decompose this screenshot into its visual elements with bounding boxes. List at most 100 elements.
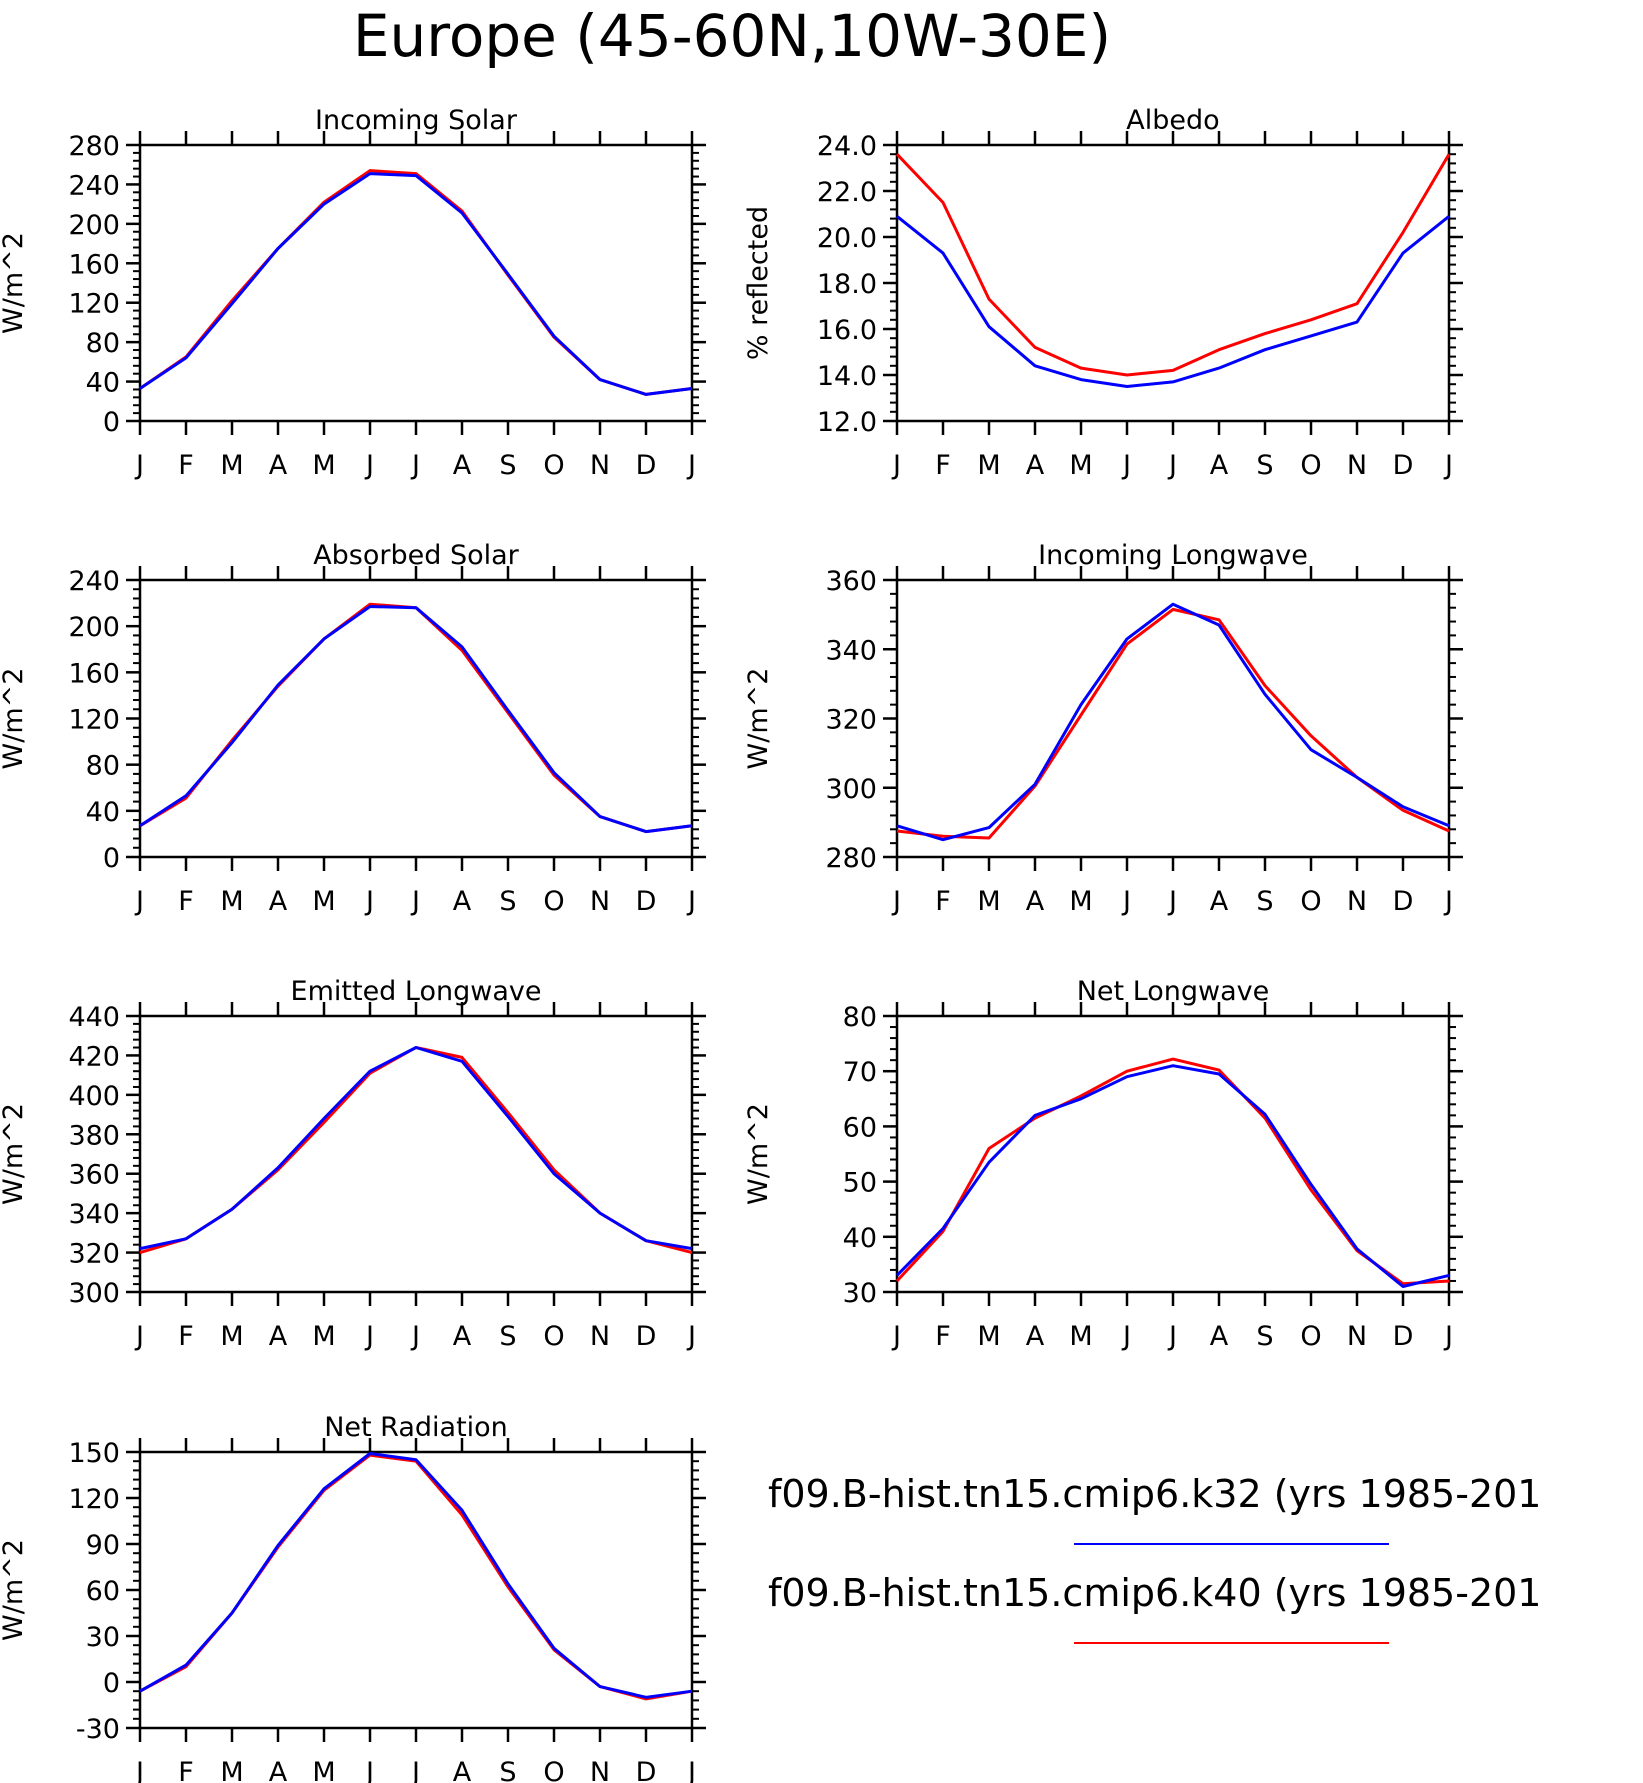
series-line-k40	[895, 1057, 1450, 1286]
x-tick-label: J	[686, 886, 696, 917]
y-axis-label: W/m^2	[0, 1539, 29, 1641]
x-tick-label: S	[1256, 1321, 1273, 1352]
x-tick-label: S	[499, 886, 516, 917]
x-tick-label: J	[134, 450, 144, 481]
x-tick-label: J	[686, 450, 696, 481]
x-tick-label: N	[1347, 450, 1367, 481]
y-tick-label: 50	[843, 1168, 877, 1199]
x-tick-label: M	[1069, 886, 1092, 917]
y-tick-label: 200	[68, 612, 120, 643]
x-tick-label: J	[134, 1321, 144, 1352]
y-tick-label: 300	[825, 774, 877, 805]
y-tick-label: 420	[68, 1041, 120, 1072]
panel-title: Albedo	[1126, 105, 1219, 136]
x-tick-label: S	[499, 1757, 516, 1783]
x-tick-label: J	[410, 1321, 420, 1352]
x-tick-label: N	[1347, 886, 1367, 917]
plot-frame	[138, 578, 694, 859]
x-tick-label: J	[410, 886, 420, 917]
x-tick-label: J	[364, 1321, 374, 1352]
x-tick-label: D	[636, 1321, 657, 1352]
x-tick-label: J	[1443, 886, 1453, 917]
x-tick-label: D	[636, 886, 657, 917]
y-tick-label: 360	[68, 1160, 120, 1191]
series-line-k40	[139, 602, 693, 834]
y-tick-label: 300	[68, 1278, 120, 1309]
series-line-k32	[896, 215, 1450, 388]
main-title: Europe (45-60N,10W-30E)	[353, 2, 1111, 70]
y-tick-label: 360	[825, 566, 877, 597]
x-tick-label: A	[1026, 450, 1045, 481]
y-tick-label: 40	[843, 1223, 877, 1254]
x-tick-label: M	[1069, 1321, 1092, 1352]
y-tick-label: 120	[68, 1484, 120, 1515]
y-tick-label: 60	[86, 1576, 120, 1607]
x-tick-label: J	[410, 1757, 420, 1783]
x-tick-label: J	[364, 450, 374, 481]
y-tick-label: 280	[825, 843, 877, 874]
x-tick-label: J	[1443, 1321, 1453, 1352]
x-tick-label: D	[1393, 1321, 1414, 1352]
panel-title: Emitted Longwave	[291, 976, 542, 1007]
y-tick-label: 16.0	[817, 315, 877, 346]
y-tick-label: 30	[86, 1622, 120, 1653]
x-tick-label: J	[891, 886, 901, 917]
y-tick-label: 240	[68, 170, 120, 201]
y-tick-label: 320	[68, 1239, 120, 1270]
y-tick-label: 120	[68, 289, 120, 320]
x-tick-label: J	[891, 1321, 901, 1352]
y-tick-label: 60	[843, 1112, 877, 1143]
x-tick-label: O	[543, 1321, 564, 1352]
plot-frame	[138, 1450, 694, 1730]
y-tick-label: 30	[843, 1278, 877, 1309]
y-tick-label: 320	[825, 705, 877, 736]
x-tick-label: J	[1121, 450, 1131, 481]
x-tick-label: J	[134, 886, 144, 917]
x-tick-label: A	[453, 1321, 472, 1352]
series-line-k40	[139, 169, 693, 396]
y-tick-label: -30	[76, 1714, 120, 1745]
y-tick-label: 22.0	[817, 177, 877, 208]
x-tick-label: M	[312, 1321, 335, 1352]
y-tick-label: 20.0	[817, 223, 877, 254]
x-tick-label: A	[269, 886, 288, 917]
x-tick-label: M	[312, 1757, 335, 1783]
y-tick-label: 80	[86, 328, 120, 359]
y-axis-label: W/m^2	[743, 668, 774, 770]
y-tick-label: 40	[86, 368, 120, 399]
y-tick-label: 0	[103, 1668, 120, 1699]
x-tick-label: J	[1167, 450, 1177, 481]
x-tick-label: J	[364, 1757, 374, 1783]
panel-title: Absorbed Solar	[313, 540, 519, 571]
plot-frame	[895, 578, 1451, 859]
x-tick-label: F	[178, 1757, 194, 1783]
x-tick-label: F	[178, 450, 194, 481]
x-tick-label: F	[935, 886, 951, 917]
x-tick-label: O	[1300, 450, 1321, 481]
x-tick-label: A	[453, 886, 472, 917]
x-tick-label: D	[636, 450, 657, 481]
y-tick-label: 80	[86, 751, 120, 782]
series-line-k40	[896, 607, 1450, 840]
x-tick-label: M	[312, 450, 335, 481]
y-tick-label: 40	[86, 797, 120, 828]
y-tick-label: 80	[843, 1002, 877, 1033]
x-tick-label: O	[543, 886, 564, 917]
x-tick-label: N	[1347, 1321, 1367, 1352]
x-tick-label: M	[312, 886, 335, 917]
x-tick-label: F	[935, 450, 951, 481]
x-tick-label: S	[1256, 886, 1273, 917]
y-tick-label: 24.0	[817, 131, 877, 162]
x-tick-label: A	[269, 1757, 288, 1783]
y-tick-label: 280	[68, 131, 120, 162]
panel-title: Net Radiation	[324, 1412, 508, 1443]
x-tick-label: J	[686, 1757, 696, 1783]
y-tick-label: 340	[68, 1199, 120, 1230]
x-tick-label: M	[977, 886, 1000, 917]
y-axis-label: W/m^2	[0, 668, 29, 770]
x-tick-label: A	[1026, 1321, 1045, 1352]
